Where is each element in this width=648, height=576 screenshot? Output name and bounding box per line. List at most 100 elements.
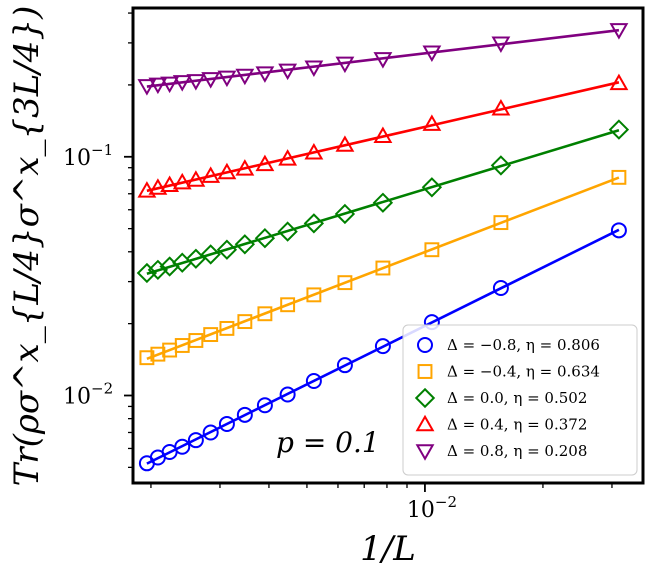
fit-line-0 [146,228,620,465]
annotation-p: p = 0.1 [276,426,380,459]
data-point-1-5 [306,287,322,303]
data-point-4-7 [255,66,275,83]
data-point-1-7 [257,306,273,322]
data-point-4-3 [373,52,393,69]
series-3 [137,73,629,198]
y-tick-label-1: 10−2 [63,380,113,410]
legend-label-4: Δ = 0.8, η = 0.208 [447,442,587,460]
data-point-3-12 [172,172,192,190]
data-point-3-4 [335,135,355,152]
data-point-3-1 [491,98,511,116]
data-point-0-7 [256,397,273,414]
data-point-4-0 [609,23,629,40]
data-point-2-15 [136,262,158,284]
data-point-1-1 [493,215,509,231]
data-point-0-15 [138,455,155,472]
data-point-4-6 [278,63,298,81]
legend-label-2: Δ = 0.0, η = 0.502 [447,389,587,407]
data-point-1-9 [219,320,235,336]
fit-line-4 [146,28,620,88]
data-point-2-11 [185,248,207,269]
data-point-2-4 [334,203,356,225]
data-point-1-2 [424,242,440,258]
data-point-1-14 [150,346,166,362]
data-point-2-10 [200,244,221,265]
legend-label-1: Δ = −0.4, η = 0.634 [447,363,600,381]
data-point-1-3 [375,260,391,276]
data-point-2-6 [277,221,298,242]
series-layer [136,23,630,472]
series-1 [139,169,627,366]
data-point-0-9 [218,415,235,432]
data-point-3-13 [160,175,180,193]
series-0 [138,222,627,472]
data-point-3-6 [278,149,298,166]
data-point-4-1 [491,36,511,53]
data-point-2-7 [254,228,276,249]
data-point-4-14 [148,77,168,95]
data-point-0-8 [236,406,253,423]
series-4 [137,23,629,96]
data-point-2-8 [234,234,256,255]
y-axis-label: Tr(ρσ^x_{L/4}σ^x_{3L/4}) [7,6,47,487]
data-point-0-10 [202,424,219,441]
data-point-2-5 [303,213,325,234]
fit-line-3 [146,81,620,193]
data-point-1-8 [237,314,253,330]
data-point-1-4 [337,275,353,291]
data-point-1-13 [162,342,178,358]
legend-box [402,324,638,476]
data-point-3-15 [137,181,157,198]
data-point-4-5 [304,60,324,78]
plot-frame [131,6,645,485]
data-point-3-11 [186,170,206,187]
data-point-1-0 [611,169,627,185]
data-point-2-13 [159,256,180,277]
data-point-4-11 [186,74,206,91]
data-point-4-9 [217,70,237,88]
data-point-0-5 [305,373,322,390]
data-point-2-1 [490,155,512,176]
data-point-1-10 [203,327,219,343]
fit-line-1 [146,176,620,361]
data-point-0-11 [187,432,204,449]
y-tick-label-0: 10−1 [63,141,113,171]
data-point-4-8 [235,68,255,86]
data-point-3-10 [201,166,221,183]
data-point-3-7 [255,154,275,172]
legend-marker-4 [415,444,435,461]
x-axis-label: 1/L [360,529,416,569]
legend: Δ = −0.8, η = 0.806 Δ = −0.4, η = 0.634 Δ … [402,324,638,476]
data-point-4-13 [160,76,180,94]
data-point-4-4 [335,56,355,74]
data-point-1-6 [280,297,296,313]
data-point-2-9 [216,239,238,260]
data-point-4-10 [201,72,221,89]
legend-label-3: Δ = 0.4, η = 0.372 [447,416,587,434]
series-2 [136,119,630,284]
legend-marker-2 [414,387,436,409]
data-point-3-14 [148,178,168,195]
data-point-1-15 [139,350,155,366]
data-point-3-8 [235,159,255,176]
data-point-4-2 [422,45,442,62]
data-point-0-6 [279,386,296,403]
data-point-0-0 [610,222,627,239]
data-point-4-12 [172,75,192,92]
data-point-3-2 [422,114,442,131]
fit-line-2 [146,128,620,275]
data-point-2-2 [421,177,443,198]
data-point-2-0 [608,119,630,140]
legend-label-0: Δ = −0.8, η = 0.806 [447,336,600,354]
data-point-0-3 [374,338,391,355]
legend-marker-0 [417,337,433,353]
data-point-3-9 [217,162,237,180]
tick-layer: 10−2 10−1 10−2 [63,12,613,523]
data-point-2-14 [147,259,169,281]
data-point-3-5 [304,143,324,160]
data-point-0-4 [336,357,353,374]
data-point-3-0 [609,73,629,91]
legend-marker-1 [417,364,433,379]
data-point-4-15 [137,79,157,96]
